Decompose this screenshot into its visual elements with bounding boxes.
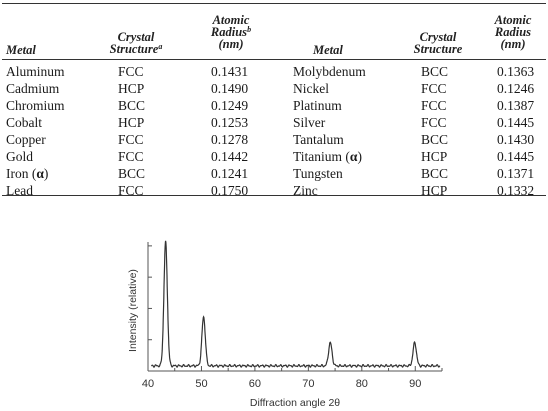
- header-radius-left: Atomic Radiusb (nm): [196, 13, 266, 51]
- header-radius-footnote: b: [247, 25, 252, 34]
- table-bottom-rule: [2, 195, 546, 196]
- chart-axes: [147, 242, 443, 372]
- metal-name: Aluminum: [6, 64, 65, 79]
- metal-name: Tantalum: [293, 132, 344, 147]
- crystal-structure: BCC: [118, 98, 146, 113]
- metal-name: Molybdenum: [293, 64, 366, 79]
- xrd-chart: 40 50 60 70 80 90 Diffraction angle 2θ Intens…: [127, 240, 443, 409]
- crystal-structure: HCP: [118, 81, 145, 96]
- crystal-structure: BCC: [421, 64, 449, 79]
- atomic-radius: 0.1750: [211, 183, 249, 198]
- metal-name: Chromium: [6, 98, 65, 113]
- atomic-radius: 0.1490: [211, 81, 249, 96]
- x-tick-label: 90: [409, 378, 421, 390]
- header-radius-right-line1: Atomic: [494, 13, 532, 27]
- atomic-radius: 0.1430: [497, 132, 535, 147]
- x-tick-label: 50: [195, 378, 207, 390]
- atomic-radius: 0.1431: [211, 64, 249, 79]
- x-tick-label: 40: [142, 378, 154, 390]
- atomic-radius: 0.1241: [211, 166, 249, 181]
- diffraction-series-line: [151, 240, 441, 368]
- metal-name-text: Titanium (: [293, 149, 350, 164]
- x-tick-label: 70: [302, 378, 314, 390]
- metal-name: Titanium (α): [293, 149, 362, 165]
- header-radius-right-unit: (nm): [500, 37, 526, 51]
- x-axis-label: Diffraction angle 2θ: [250, 397, 340, 409]
- metal-name: Gold: [6, 149, 33, 164]
- crystal-structure: BCC: [421, 132, 449, 147]
- header-metal-right: Metal: [313, 43, 343, 57]
- atomic-radius: 0.1363: [497, 64, 535, 79]
- header-crystal-right-line2: Structure: [413, 42, 463, 56]
- atomic-radius: 0.1445: [497, 115, 535, 130]
- atomic-radius: 0.1371: [497, 166, 535, 181]
- crystal-structure: FCC: [118, 149, 144, 164]
- crystal-structure: FCC: [421, 115, 447, 130]
- metal-name-text: Iron (: [6, 166, 37, 181]
- crystal-structure: FCC: [118, 64, 144, 79]
- metal-name: Platinum: [293, 98, 342, 113]
- atomic-radius: 0.1332: [497, 183, 535, 198]
- alpha-symbol: α: [349, 149, 358, 164]
- crystal-structure: BCC: [421, 166, 449, 181]
- table-header-rule: [2, 59, 546, 60]
- atomic-radius: 0.1253: [211, 115, 249, 130]
- close-paren: ): [357, 149, 362, 164]
- metal-name: Nickel: [293, 81, 329, 96]
- atomic-radius: 0.1278: [211, 132, 249, 147]
- atomic-radius: 0.1246: [497, 81, 535, 96]
- header-crystal-footnote: a: [158, 42, 163, 51]
- metal-name: Cadmium: [6, 81, 60, 96]
- header-crystal-left: Crystal Structurea: [96, 30, 176, 56]
- metal-name: Copper: [6, 132, 46, 147]
- header-crystal-right: Crystal Structure: [398, 30, 478, 56]
- atomic-radius: 0.1442: [211, 149, 249, 164]
- crystal-structure: HCP: [421, 149, 448, 164]
- header-radius-line2: Radiusb: [196, 25, 266, 39]
- metal-name: Tungsten: [293, 166, 343, 181]
- header-radius-right: Atomic Radius (nm): [480, 13, 546, 51]
- close-paren: ): [43, 166, 49, 181]
- header-radius-line2-text: Radius: [210, 25, 248, 39]
- x-tick-label: 80: [356, 378, 368, 390]
- header-crystal-line2-text: Structure: [109, 42, 159, 56]
- header-crystal-line1: Crystal: [117, 30, 155, 44]
- crystal-structure: HCP: [421, 183, 448, 198]
- crystal-structure: FCC: [118, 132, 144, 147]
- header-metal-left: Metal: [6, 43, 36, 57]
- crystal-structure: BCC: [118, 166, 146, 181]
- crystal-structure: FCC: [118, 183, 144, 198]
- x-tick-labels: 40 50 60 70 80 90: [142, 378, 422, 390]
- y-axis-label: Intensity (relative): [127, 269, 139, 352]
- crystal-structure: HCP: [118, 115, 145, 130]
- alpha-symbol: α: [36, 166, 44, 181]
- x-tick-label: 60: [249, 378, 261, 390]
- metal-name: Silver: [293, 115, 326, 130]
- atomic-radius: 0.1387: [497, 98, 535, 113]
- table-top-rule: [2, 3, 546, 4]
- header-radius-right-line2: Radius: [494, 25, 532, 39]
- header-radius-line1: Atomic: [212, 13, 250, 27]
- header-radius-unit: (nm): [218, 37, 244, 51]
- header-crystal-line2: Structurea: [96, 42, 176, 56]
- crystal-structure: FCC: [421, 98, 447, 113]
- metal-name: Iron (α): [6, 166, 48, 182]
- metal-name: Zinc: [293, 183, 318, 198]
- atomic-radius: 0.1445: [497, 149, 535, 164]
- metal-name: Cobalt: [6, 115, 42, 130]
- crystal-structure: FCC: [421, 81, 447, 96]
- header-crystal-right-line1: Crystal: [419, 30, 457, 44]
- atomic-radius: 0.1249: [211, 98, 249, 113]
- metal-name: Lead: [6, 183, 33, 198]
